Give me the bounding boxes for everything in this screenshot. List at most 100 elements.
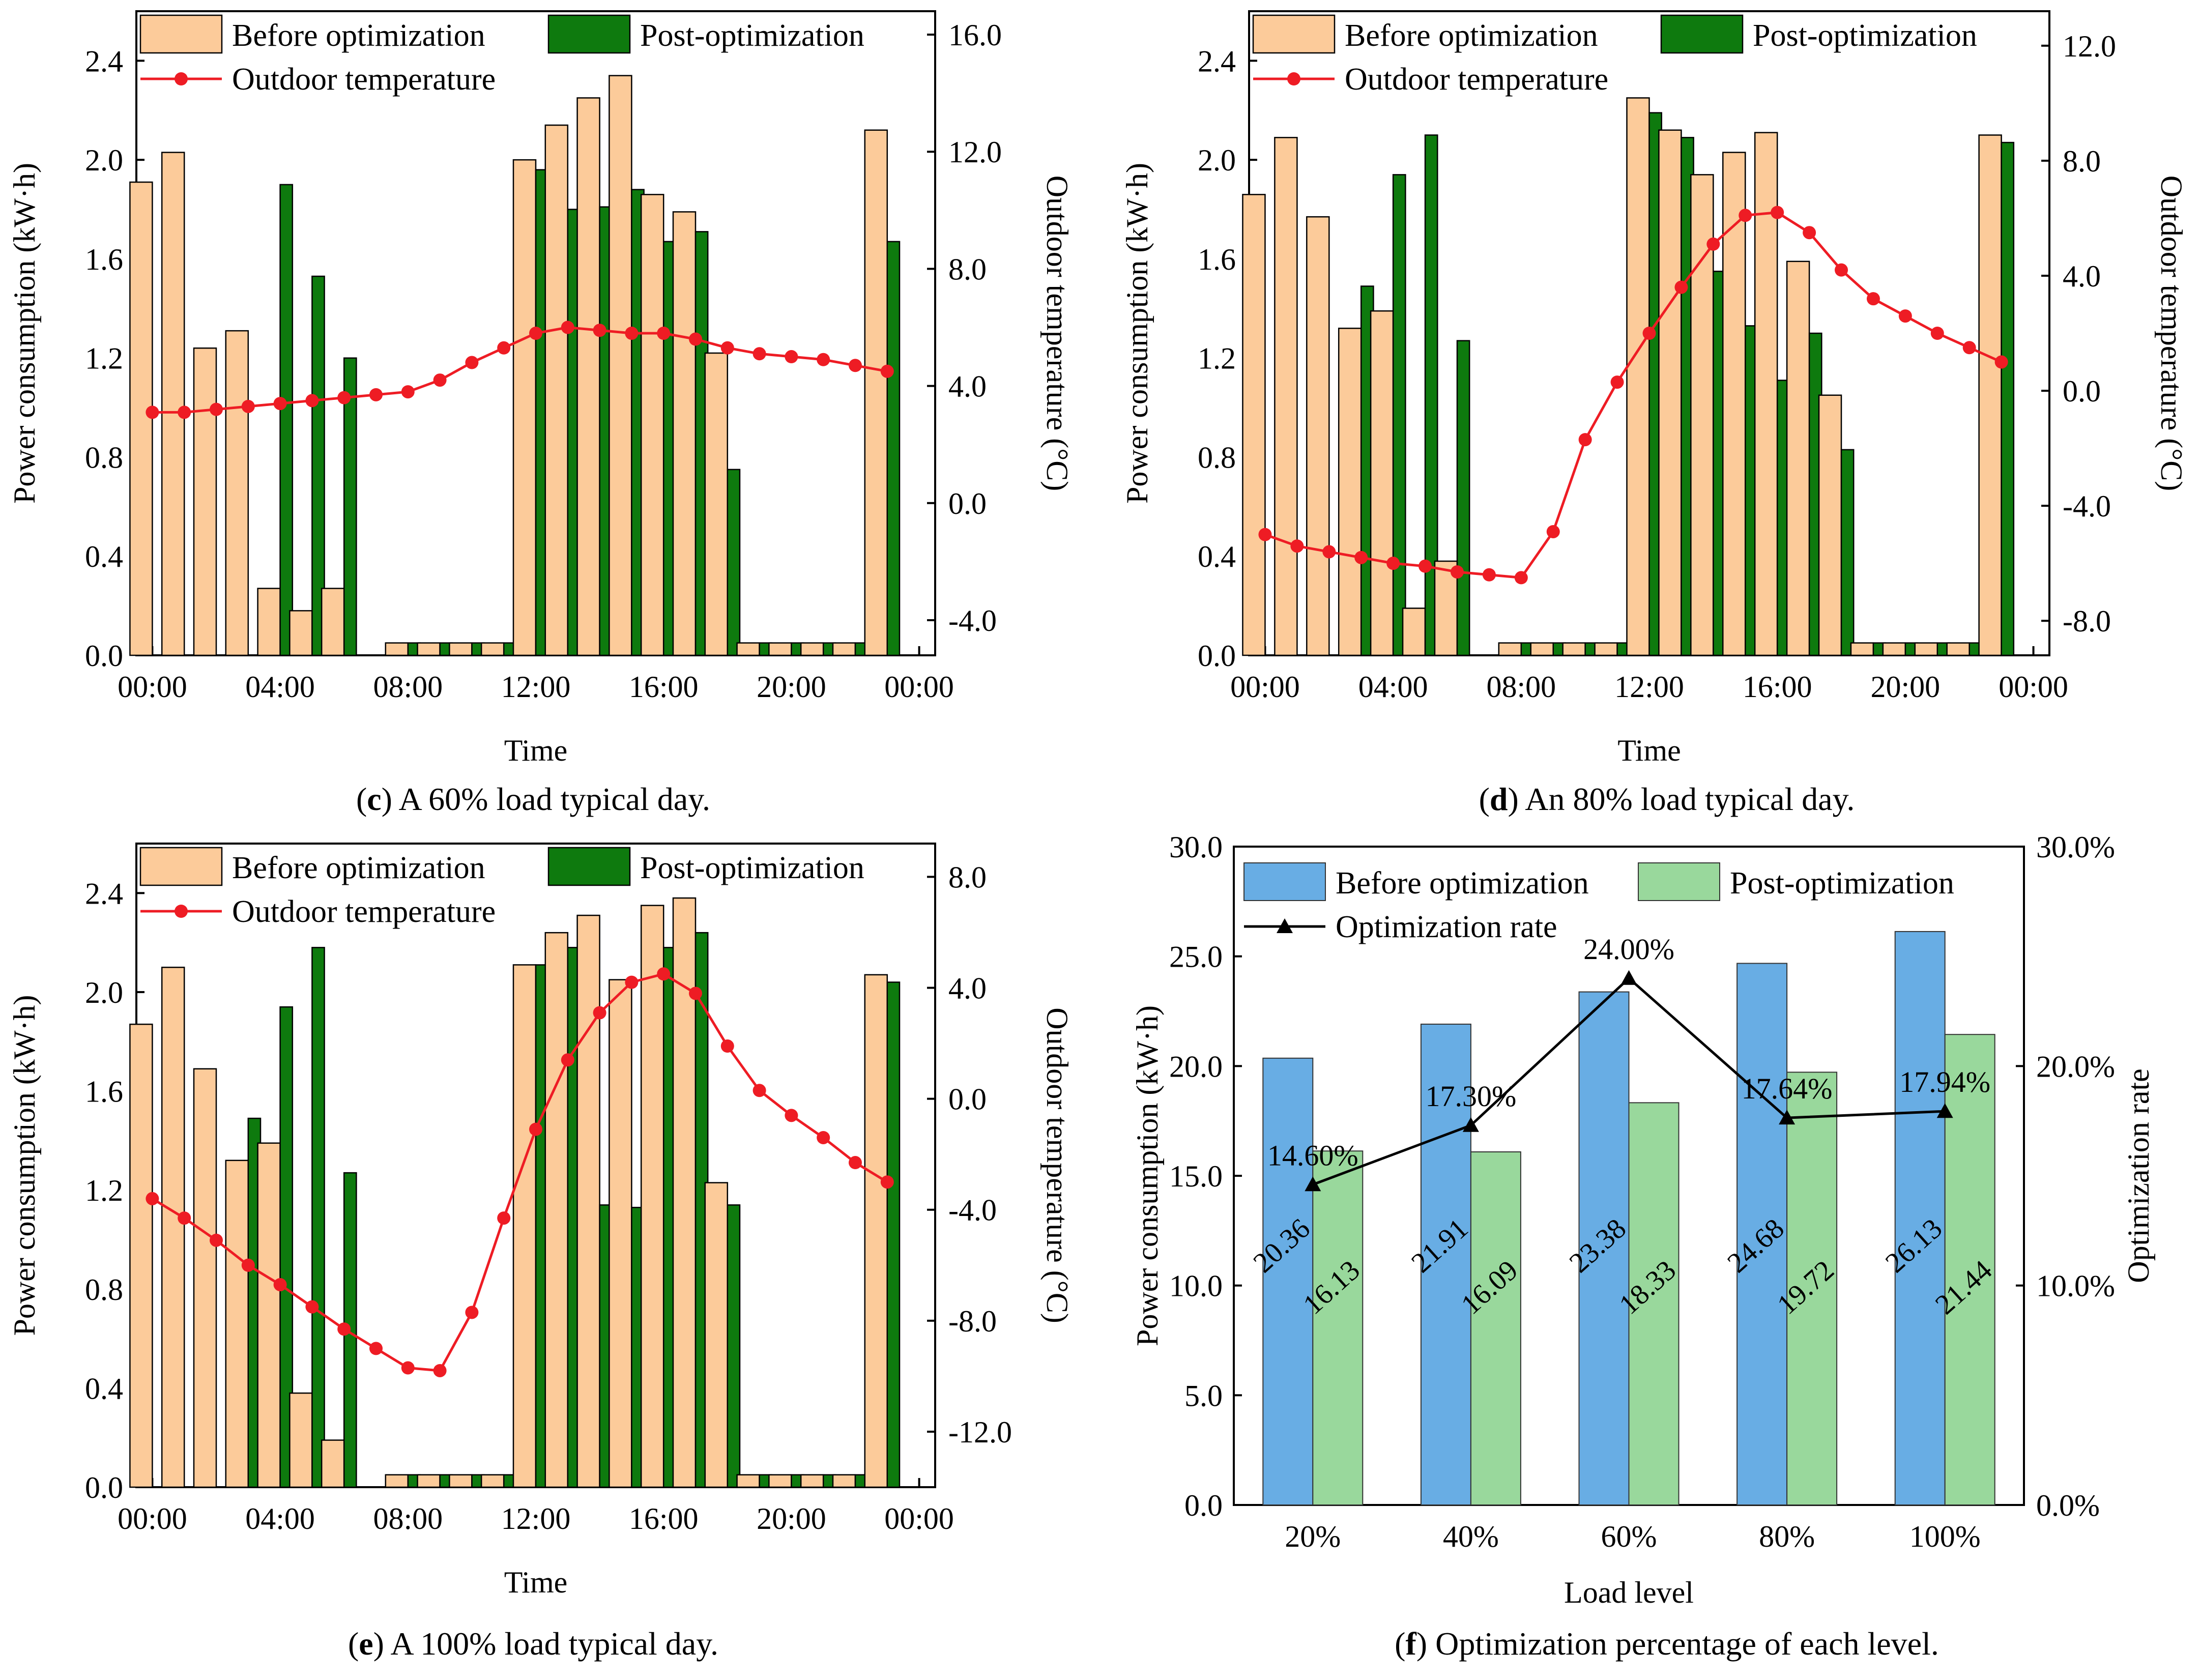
legend-swatch-before: [1243, 862, 1326, 901]
legend-label-post: Post-optimization: [640, 18, 864, 53]
x-tick-label: 04:00: [245, 670, 315, 704]
bar-before: [576, 97, 600, 656]
temperature-point: [1322, 545, 1336, 559]
y-tick-label: 15.0: [1169, 1160, 1223, 1193]
bar-post: [1456, 340, 1470, 656]
bar-before: [1882, 642, 1906, 656]
temperature-point: [752, 347, 766, 361]
bar-before: [1946, 642, 1970, 656]
bar-before: [1578, 991, 1630, 1506]
legend-swatch-before: [1252, 14, 1336, 54]
legend-label-before: Before optimization: [1345, 18, 1598, 53]
temperature-point: [1578, 433, 1592, 447]
caption-d: (d) An 80% load typical day.: [1479, 781, 1855, 817]
y-tick-label: 2.4: [85, 877, 123, 910]
bar-before: [1626, 97, 1650, 656]
temperature-point: [241, 1258, 255, 1272]
y2-tick-label: -4.0: [948, 1194, 997, 1227]
y-tick-label: 5.0: [1184, 1379, 1223, 1412]
y2-tick-label: 4.0: [948, 972, 987, 1005]
bar-post: [1840, 449, 1855, 656]
temperature-point: [497, 341, 511, 355]
y2-tick-label: -8.0: [2063, 604, 2111, 638]
x-tick-label: 100%: [1909, 1520, 1981, 1553]
bar-before: [289, 610, 313, 656]
rate-value-label: 24.00%: [1583, 933, 1674, 966]
rate-point: [1936, 1103, 1953, 1118]
bar-before: [193, 1068, 217, 1488]
bar-before: [768, 1474, 792, 1488]
bar-post: [1470, 1151, 1521, 1505]
temperature-point: [1610, 375, 1624, 389]
temperature-point: [1514, 571, 1528, 585]
bar-before: [1370, 310, 1394, 656]
legend-label-before: Before optimization: [1336, 866, 1589, 901]
rate-value-label: 17.64%: [1742, 1072, 1833, 1105]
temperature-point: [625, 327, 639, 340]
bar-before: [672, 211, 697, 656]
x-tick-label: 80%: [1759, 1520, 1815, 1553]
temperature-point: [1354, 551, 1368, 564]
bar-before: [1274, 137, 1298, 656]
rate-value-label: 17.30%: [1425, 1080, 1516, 1113]
x-tick-label: 40%: [1443, 1520, 1499, 1553]
y2-tick-label: -12.0: [948, 1415, 1012, 1449]
y2-axis-title: Outdoor temperature (°C): [1040, 176, 1074, 491]
y2-tick-label: -4.0: [2063, 489, 2111, 523]
y2-tick-label: 12.0: [948, 135, 1002, 169]
temperature-point: [273, 1278, 287, 1291]
bar-before: [1914, 642, 1938, 656]
y-tick-label: 2.4: [85, 44, 123, 78]
bar-before: [193, 347, 217, 656]
y-tick-label: 30.0: [1169, 830, 1223, 864]
y-axis-title: Power consumption (kW·h): [1131, 1005, 1164, 1346]
temperature-point: [752, 1084, 766, 1097]
legend-marker-temperature: [175, 905, 188, 918]
bar-before: [1402, 607, 1426, 656]
temperature-point: [241, 399, 255, 413]
legend-swatch-post: [547, 14, 631, 54]
rate-point: [1462, 1117, 1479, 1132]
temperature-point: [785, 1109, 798, 1122]
temperature-point: [657, 327, 671, 340]
bar-before: [1754, 132, 1778, 656]
y-tick-label: 2.0: [85, 143, 123, 177]
bar-before: [640, 905, 664, 1488]
legend-label-temperature: Outdoor temperature: [232, 894, 496, 929]
temperature-point: [178, 1211, 191, 1225]
bar-post: [1312, 1150, 1364, 1505]
temperature-point: [880, 1175, 894, 1189]
legend-label-temperature: Outdoor temperature: [1345, 62, 1608, 97]
bar-before: [385, 642, 409, 656]
rate-point: [1620, 970, 1637, 985]
bar-post: [343, 357, 357, 656]
x-tick-label: 20:00: [1871, 670, 1941, 704]
temperature-point: [210, 402, 223, 416]
rate-value-label: 14.60%: [1267, 1139, 1358, 1172]
temperature-point: [1994, 355, 2008, 369]
chart-e: 0.0 0.4 0.8 1.2 1.6 2.0 2.4 -12.0 -8.0 -4.0 0.0 4.0…: [8, 843, 1074, 1599]
bar-before: [704, 352, 729, 656]
legend-marker-temperature: [175, 72, 188, 85]
bar-before: [385, 1474, 409, 1488]
temperature-point: [561, 321, 574, 334]
caption-c: (c) A 60% load typical day.: [356, 781, 711, 817]
bar-post: [1628, 1102, 1680, 1505]
temperature-point: [529, 327, 542, 340]
y-tick-label: 0.0: [1198, 639, 1236, 673]
y2-tick-label: 0.0: [2063, 374, 2101, 408]
bar-before: [480, 642, 505, 656]
bar-before: [480, 1474, 505, 1488]
temperature-point: [1642, 327, 1656, 340]
bar-before: [544, 124, 569, 656]
x-tick-label: 16:00: [1743, 670, 1812, 704]
bar-before: [1262, 1057, 1314, 1506]
x-tick-label: 08:00: [373, 670, 443, 704]
chart-f: 0.0 5.0 10.0 15.0 20.0 25.0 30.0 0.0% 10.0% 20.0%…: [1131, 830, 2155, 1609]
bar-post: [1944, 1034, 1995, 1505]
x-axis-title: Time: [1617, 734, 1681, 767]
bar-before: [161, 967, 185, 1488]
x-tick-label: 16:00: [629, 1502, 699, 1536]
bar-before: [449, 642, 473, 656]
bar-before: [321, 1439, 345, 1488]
